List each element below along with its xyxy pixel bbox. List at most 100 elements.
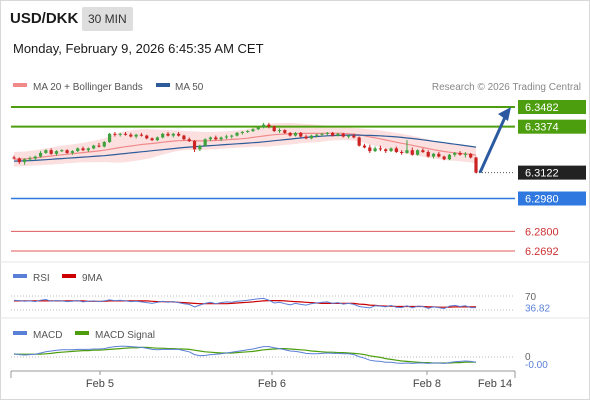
candle-body: [198, 145, 202, 150]
price-level-label: 6.2692: [525, 246, 559, 258]
candle-body: [54, 151, 59, 154]
candle-body: [49, 150, 53, 154]
price-level-badge: [518, 191, 586, 206]
candle-body: [76, 148, 80, 152]
candle-body: [368, 147, 372, 152]
timestamp: Monday, February 9, 2026 6:45:35 AM CET: [13, 41, 264, 56]
candle-body: [139, 134, 144, 136]
candle-body: [251, 129, 255, 132]
legend-label-rsi: RSI: [33, 273, 50, 284]
legend-swatch-macd-signal: [75, 331, 89, 335]
candle-body: [320, 133, 324, 135]
candle-body: [208, 137, 213, 140]
price-legend: MA 20 + Bollinger Bands MA 50 Research ©…: [13, 82, 581, 93]
candle-body: [453, 152, 457, 155]
candle-body: [86, 148, 90, 151]
timeframe-badge[interactable]: 30 MIN: [82, 7, 133, 31]
candle-body: [373, 148, 377, 152]
candle-body: [102, 141, 106, 147]
candle-body: [331, 132, 335, 136]
legend-swatch-ma50: [156, 83, 170, 87]
macd-signal-line: [14, 346, 476, 364]
candle-body: [437, 153, 441, 157]
candle-body: [161, 133, 165, 138]
candle-body: [33, 156, 37, 159]
rsi-line: [13, 297, 476, 310]
candle-body: [389, 148, 393, 152]
candle-body: [336, 133, 340, 136]
candle-body: [352, 135, 356, 138]
candle-body: [405, 150, 409, 153]
candle-body: [97, 145, 101, 147]
macd-zero-label: 0: [525, 352, 531, 363]
candle-body: [129, 134, 133, 137]
candle-body: [341, 133, 345, 137]
candle-body: [469, 153, 473, 158]
candle-body: [123, 133, 128, 135]
candle-body: [203, 139, 207, 146]
price-level-label: 6.3374: [525, 122, 559, 134]
candle-body: [70, 151, 75, 153]
candle-body: [171, 133, 175, 136]
bollinger-band-layer: [14, 123, 476, 167]
candle-body: [463, 153, 467, 155]
x-tick-label: Feb 5: [86, 378, 114, 390]
candle-body: [474, 157, 478, 173]
candle-body: [219, 137, 223, 140]
x-tick-label: Feb 14: [478, 378, 512, 390]
candle-body: [134, 134, 138, 137]
candle-body: [400, 152, 404, 154]
candle-body: [187, 139, 191, 142]
rsi-level-label: 70: [525, 292, 537, 303]
candle-body: [240, 131, 244, 133]
macd-last-label: -0.00: [525, 360, 548, 371]
legend-label-macd: MACD: [33, 330, 62, 341]
candle-body: [23, 159, 27, 163]
x-tick-label: Feb 6: [258, 378, 286, 390]
candle-body: [224, 136, 229, 138]
candle-body: [410, 150, 414, 155]
candle-body: [166, 133, 170, 136]
price-level-badge: [518, 119, 586, 134]
candle-body: [261, 124, 266, 128]
candle-body: [118, 133, 122, 135]
candle-body: [325, 132, 329, 134]
candle-body: [283, 130, 287, 133]
candle-body: [458, 152, 462, 155]
candle-body: [293, 132, 298, 136]
candle-body: [378, 148, 383, 150]
candle-body: [394, 148, 398, 153]
candle-body: [28, 158, 32, 160]
candle-body: [60, 150, 64, 152]
price-level-label: 6.2980: [525, 194, 559, 206]
candle-body: [38, 152, 43, 157]
candle-body: [145, 135, 149, 139]
candle-body: [107, 133, 112, 142]
macd-lines: 0-0.00: [11, 345, 548, 371]
candle-body: [357, 137, 361, 146]
legend-swatch-macd: [13, 331, 27, 335]
candle-body: [442, 156, 446, 160]
candles-layer: [12, 122, 478, 174]
candle-body: [150, 138, 154, 141]
candle-body: [113, 133, 117, 135]
legend-label-rsi-ma: 9MA: [82, 273, 103, 284]
candle-body: [230, 135, 234, 137]
candle-body: [92, 145, 96, 149]
candle-body: [272, 126, 276, 132]
candle-body: [177, 133, 181, 136]
candle-body: [346, 135, 351, 137]
ma50-line: [13, 134, 477, 162]
candle-body: [431, 153, 436, 157]
legend-swatch-rsi-ma: [62, 274, 76, 278]
macd-line: [13, 345, 477, 364]
candle-body: [246, 131, 250, 133]
x-tick-label: Feb 8: [413, 378, 441, 390]
candle-body: [426, 152, 430, 157]
price-pane: MA 20 + Bollinger Bands MA 50 Research ©…: [11, 82, 586, 258]
credit-text: Research © 2026 Trading Central: [432, 82, 581, 93]
legend-swatch-rsi: [13, 274, 27, 278]
